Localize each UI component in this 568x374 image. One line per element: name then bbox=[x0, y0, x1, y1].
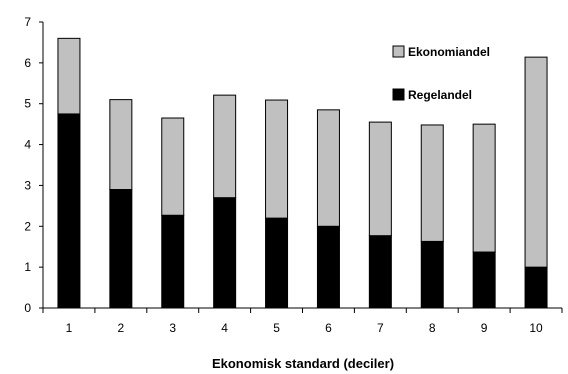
bar-segment-regelandel bbox=[524, 266, 548, 309]
bar-segment-ekonomiandel bbox=[368, 121, 392, 237]
bar-segment-regelandel bbox=[57, 113, 81, 309]
bar-segment-regelandel bbox=[161, 214, 185, 309]
x-tick-label: 2 bbox=[118, 321, 125, 335]
legend-label-regelandel: Regelandel bbox=[408, 88, 472, 102]
bar-segment-regelandel bbox=[213, 197, 237, 309]
legend-swatch-regelandel bbox=[392, 88, 405, 101]
y-tick-label: 6 bbox=[24, 56, 31, 70]
x-tick-label: 5 bbox=[273, 321, 280, 335]
bar-segment-ekonomiandel bbox=[161, 117, 185, 216]
x-tick-label: 1 bbox=[66, 321, 73, 335]
x-tick-label: 10 bbox=[529, 321, 543, 335]
bars bbox=[57, 37, 548, 309]
bar-segment-ekonomiandel bbox=[524, 56, 548, 268]
x-tick-label: 4 bbox=[221, 321, 228, 335]
x-tick-label: 9 bbox=[481, 321, 488, 335]
y-tick-label: 1 bbox=[24, 260, 31, 274]
bar-segment-regelandel bbox=[316, 225, 340, 309]
y-tick-label: 4 bbox=[24, 138, 31, 152]
x-axis-title: Ekonomisk standard (deciler) bbox=[212, 356, 394, 371]
y-tick-label: 0 bbox=[24, 301, 31, 315]
y-tick-label: 3 bbox=[24, 178, 31, 192]
bar-segment-ekonomiandel bbox=[57, 37, 81, 115]
x-tick-label: 7 bbox=[377, 321, 384, 335]
x-tick-label: 6 bbox=[325, 321, 332, 335]
bar-segment-ekonomiandel bbox=[316, 109, 340, 227]
bar-segment-regelandel bbox=[420, 240, 444, 309]
bar-segment-ekonomiandel bbox=[213, 94, 237, 199]
y-tick-label: 5 bbox=[24, 97, 31, 111]
legend-swatch-ekonomiandel bbox=[392, 45, 405, 58]
y-axis: 0 1 2 3 4 5 6 7 bbox=[24, 15, 44, 315]
bar-segment-regelandel bbox=[368, 235, 392, 309]
bar-segment-ekonomiandel bbox=[109, 99, 133, 191]
x-axis: 1 2 3 4 5 6 7 8 9 10 bbox=[42, 307, 563, 335]
legend-label-ekonomiandel: Ekonomiandel bbox=[408, 45, 490, 59]
x-tick-label: 3 bbox=[169, 321, 176, 335]
legend: Ekonomiandel Regelandel bbox=[392, 45, 490, 102]
y-tick-label: 2 bbox=[24, 219, 31, 233]
bar-segment-regelandel bbox=[472, 251, 496, 309]
bar-segment-regelandel bbox=[109, 189, 133, 309]
bar-segment-regelandel bbox=[265, 217, 289, 309]
bar-segment-ekonomiandel bbox=[265, 99, 289, 219]
y-tick-label: 7 bbox=[24, 15, 31, 29]
bar-segment-ekonomiandel bbox=[472, 123, 496, 253]
x-tick-label: 8 bbox=[429, 321, 436, 335]
bar-segment-ekonomiandel bbox=[420, 124, 444, 242]
